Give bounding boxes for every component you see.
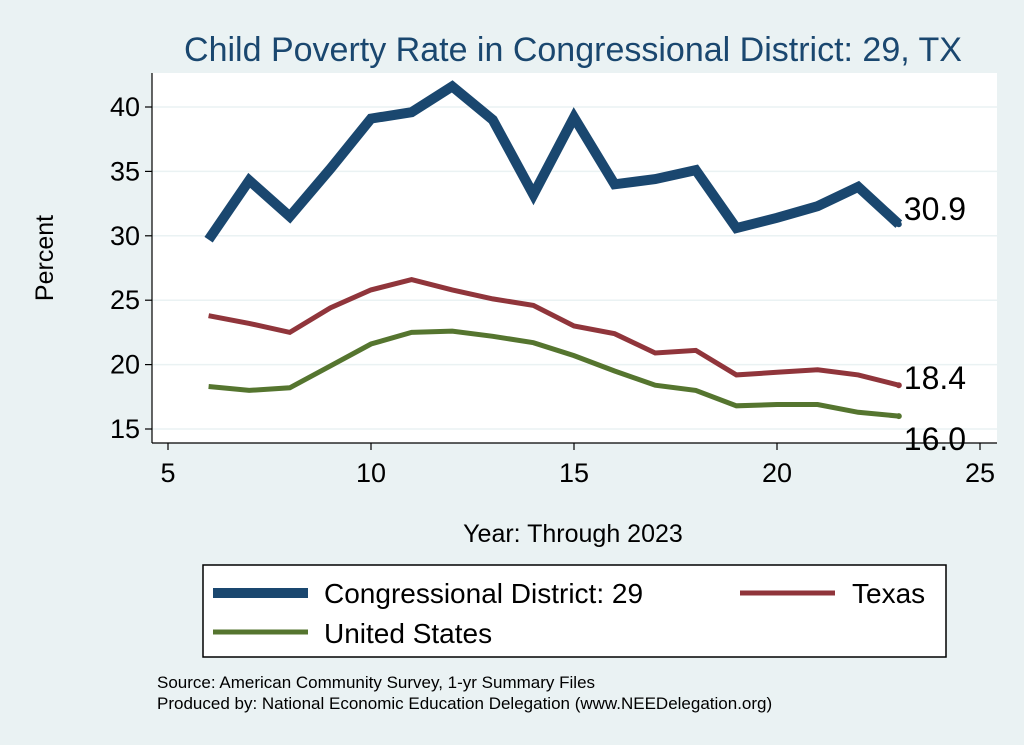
end-label-texas: 18.4	[904, 360, 966, 396]
y-tick-label-30: 30	[110, 221, 140, 251]
end-label-district: 30.9	[904, 191, 966, 227]
source-line-1: Source: American Community Survey, 1-yr …	[157, 673, 595, 692]
series-end-point-united-states	[895, 413, 902, 420]
legend-label-texas: Texas	[852, 578, 925, 609]
legend-box	[202, 564, 947, 658]
series-end-point-district	[895, 221, 902, 228]
legend-label-district: Congressional District: 29	[324, 578, 643, 609]
series-line-district	[204, 80, 903, 243]
x-tick-label-25: 25	[965, 458, 995, 488]
y-tick-label-40: 40	[110, 92, 140, 122]
legend: Congressional District: 29 Texas United …	[202, 564, 947, 658]
end-label-united-states: 16.0	[904, 421, 966, 457]
x-axis-label: Year: Through 2023	[463, 520, 683, 548]
chart-title: Child Poverty Rate in Congressional Dist…	[184, 31, 962, 69]
axes: 15 20 25 30 35 40 5 10 15 20 25	[110, 73, 997, 488]
gridlines	[152, 106, 997, 430]
x-tick-label-20: 20	[762, 458, 792, 488]
x-tick-label-15: 15	[559, 458, 589, 488]
legend-label-us: United States	[324, 618, 492, 649]
plot-area	[152, 73, 997, 443]
series-line-united-states	[208, 328, 900, 419]
x-tick-label-10: 10	[356, 458, 386, 488]
y-tick-label-20: 20	[110, 350, 140, 380]
y-axis-label: Percent	[31, 215, 59, 301]
y-tick-label-35: 35	[110, 156, 140, 186]
source-line-2: Produced by: National Economic Education…	[157, 694, 772, 713]
series-layer	[204, 80, 903, 420]
y-tick-label-15: 15	[110, 414, 140, 444]
series-line-texas	[208, 277, 900, 388]
x-tick-label-5: 5	[160, 458, 175, 488]
end-labels: 30.9 18.4 16.0	[904, 191, 966, 457]
y-tick-label-25: 25	[110, 285, 140, 315]
series-end-point-texas	[895, 382, 902, 389]
